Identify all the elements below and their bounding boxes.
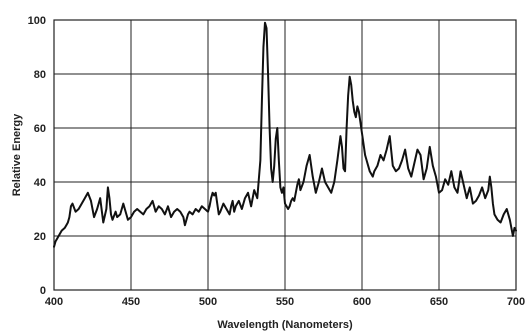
y-tick-label: 20 <box>34 231 46 243</box>
x-tick-label: 700 <box>507 296 525 308</box>
series-line <box>53 21 517 248</box>
x-tick-label: 500 <box>199 296 217 308</box>
x-tick-label: 550 <box>276 296 294 308</box>
x-tick-label: 600 <box>353 296 371 308</box>
y-tick-label: 80 <box>34 69 46 81</box>
x-axis-label: Wavelength (Nanometers) <box>217 319 353 331</box>
y-axis-label: Relative Energy <box>11 113 23 196</box>
y-tick-label: 100 <box>28 15 46 27</box>
x-tick-label: 450 <box>122 296 140 308</box>
x-tick-label: 400 <box>45 296 63 308</box>
y-tick-label: 0 <box>40 285 46 297</box>
plot-area-frame <box>53 19 517 291</box>
x-tick-label: 650 <box>430 296 448 308</box>
y-tick-label: 60 <box>34 123 46 135</box>
x-tick-labels: 400 450 500 550 600 650 700 <box>45 296 525 308</box>
grid-lines <box>53 19 517 291</box>
y-tick-label: 40 <box>34 177 46 189</box>
y-tick-labels: 0 20 40 60 80 100 <box>28 15 46 297</box>
